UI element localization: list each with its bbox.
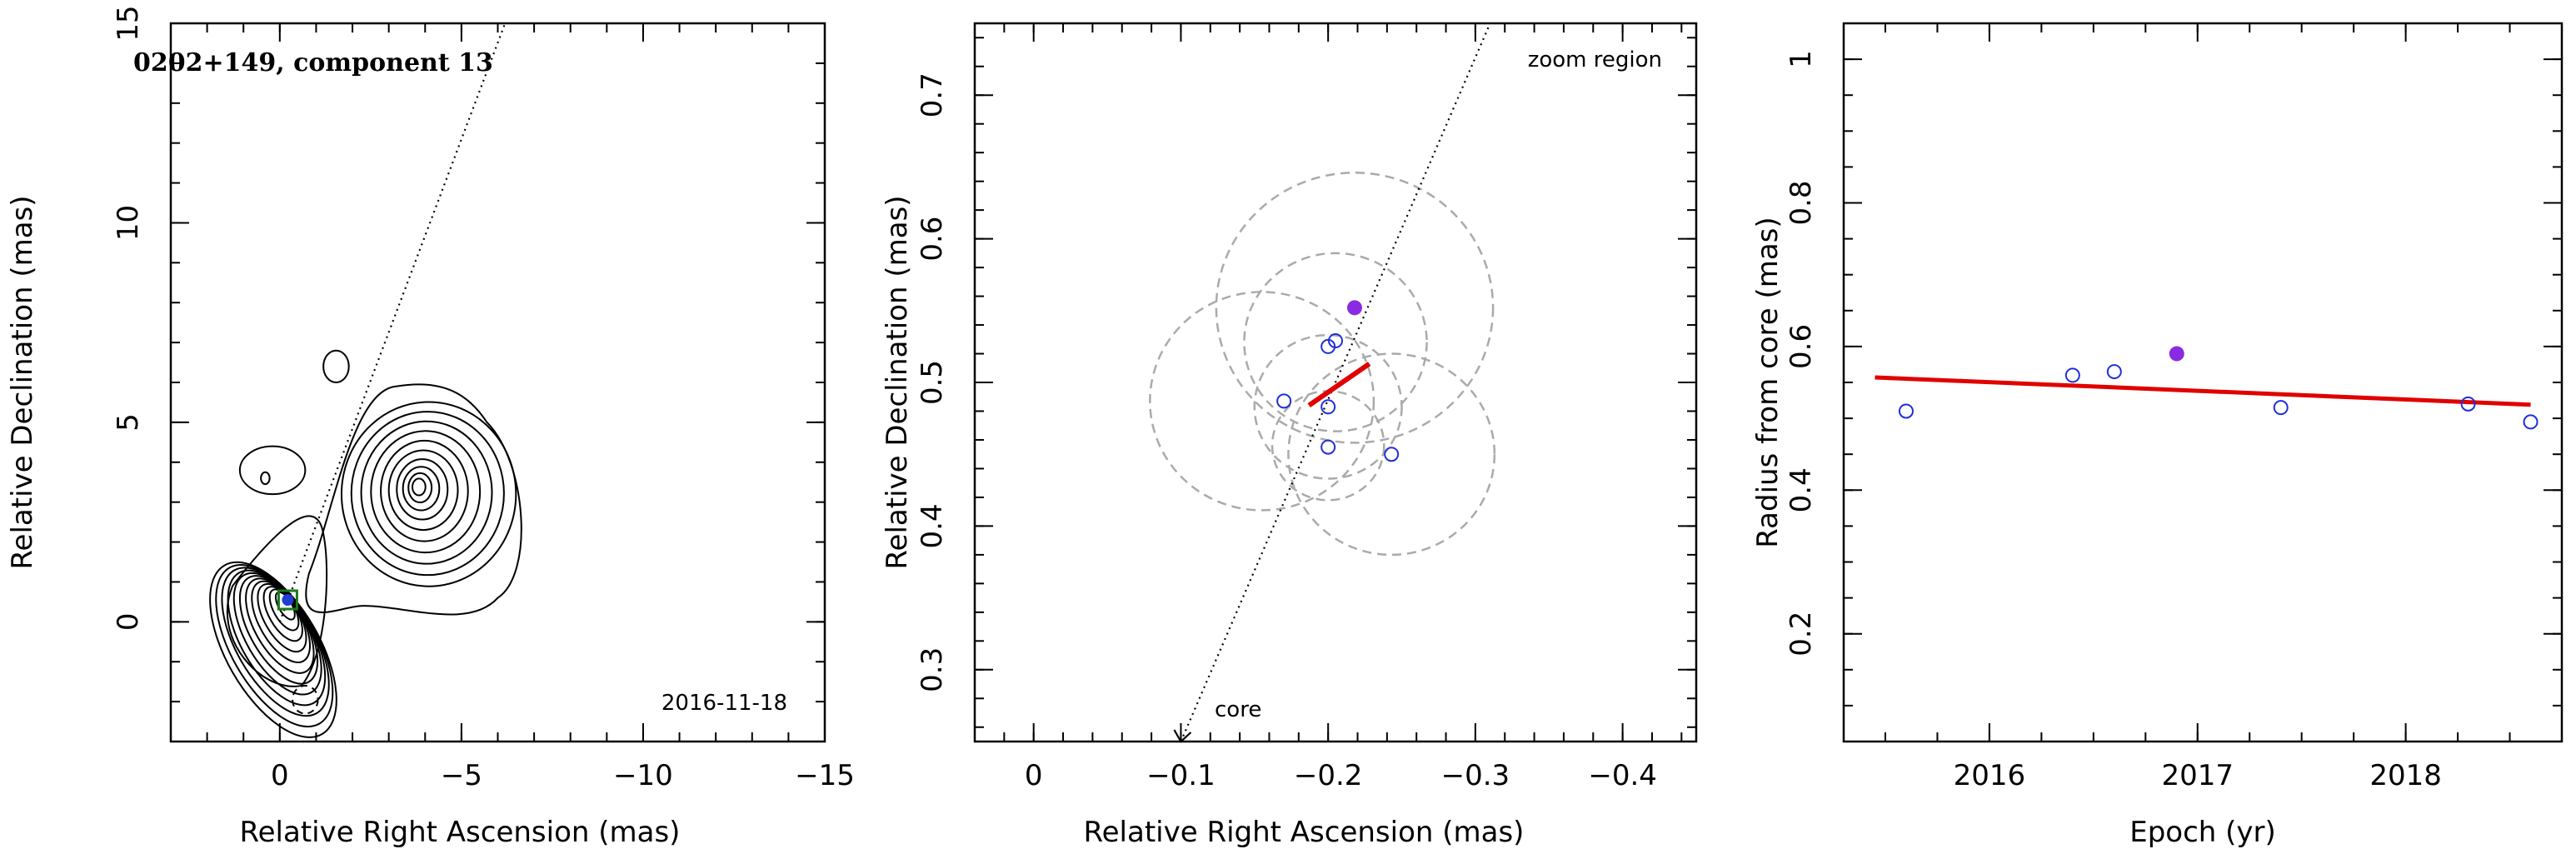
y-tick-label: 0.2 — [1785, 612, 1818, 657]
contour-content — [209, 23, 522, 738]
y-tick-label: 15 — [112, 5, 145, 41]
data-point — [1898, 403, 1914, 419]
island-contour — [322, 349, 350, 384]
zoom-content — [1149, 22, 1496, 743]
jet-blob-contour — [402, 466, 441, 512]
fit-line — [1875, 375, 2531, 407]
x-tick-label: 2017 — [2161, 759, 2234, 792]
error-circle — [1243, 252, 1428, 432]
zoom-region-box — [277, 589, 298, 611]
radius-content — [1875, 346, 2539, 430]
core-arrowhead — [1173, 729, 1192, 743]
core-envelope-contour — [227, 515, 328, 687]
y-tick-label: 0.8 — [1785, 180, 1818, 225]
current-epoch-point — [1346, 300, 1362, 316]
x-tick-label: 2016 — [1954, 759, 2026, 792]
tick-labels: 0 −5 −10 −15 0 5 10 15 — [112, 5, 855, 792]
y-tick-label: 0.4 — [916, 503, 949, 548]
y-tick-label: 0.3 — [916, 647, 949, 692]
data-point — [1276, 393, 1292, 409]
data-point — [1384, 447, 1400, 462]
island-contour — [238, 445, 307, 496]
map-title: 0202+149, component 13 — [133, 48, 493, 77]
x-tick-label: 0 — [1025, 759, 1043, 792]
trajectory-line — [278, 23, 507, 622]
y-tick-label: 0 — [112, 613, 145, 632]
x-tick-label: −0.2 — [1294, 759, 1363, 792]
y-tick-label: 10 — [112, 205, 145, 241]
core-contour — [215, 564, 334, 728]
tick-labels: 0 −0.1 −0.2 −0.3 −0.4 0.3 0.4 0.5 0.6 0.7 — [916, 72, 1657, 792]
plot-frame — [169, 22, 826, 743]
tick-labels: 2016 2017 2018 0.2 0.4 0.6 0.8 1 — [1785, 50, 2442, 792]
y-tick-label: 0.4 — [1785, 467, 1818, 512]
error-circle — [1149, 291, 1375, 512]
y-tick-label: 0.6 — [916, 217, 949, 262]
jet-blob-contour — [380, 439, 469, 542]
core-contour — [209, 561, 337, 738]
data-point — [1320, 399, 1336, 415]
data-point — [1320, 439, 1336, 455]
y-tick-label: 0.6 — [1785, 324, 1818, 369]
error-circle — [1215, 172, 1495, 444]
error-circle — [1287, 352, 1496, 557]
jet-blob-contour — [412, 477, 427, 497]
y-tick-label: 0.7 — [916, 72, 949, 117]
negative-contour — [292, 684, 319, 715]
error-circle — [1253, 333, 1403, 480]
y-axis-title: Relative Declination (mas) — [881, 195, 914, 569]
y-tick-label: 1 — [1785, 50, 1818, 68]
jet-blob-contour — [387, 449, 459, 532]
core-contour — [221, 567, 330, 717]
y-axis-title: Radius from core (mas) — [1751, 217, 1785, 547]
jet-blob-contour — [350, 411, 505, 577]
current-epoch-point — [2169, 346, 2184, 362]
tick-marks — [1844, 22, 2563, 742]
data-point — [2106, 364, 2122, 380]
jet-blob-contour — [407, 472, 433, 504]
error-circle — [1271, 390, 1385, 502]
x-tick-label: −0.4 — [1588, 759, 1657, 792]
y-tick-label: 5 — [112, 413, 145, 432]
x-tick-label: −0.1 — [1146, 759, 1216, 792]
x-tick-label: −10 — [613, 759, 673, 792]
core-direction-line — [1180, 22, 1491, 742]
jet-blob-contour — [340, 401, 517, 587]
x-tick-label: −15 — [795, 759, 855, 792]
data-point — [2523, 414, 2539, 430]
island-contour — [260, 471, 271, 486]
x-tick-label: −5 — [441, 759, 482, 792]
x-axis-title: Relative Right Ascension (mas) — [240, 816, 681, 849]
fit-segment — [1307, 362, 1371, 408]
x-tick-label: −0.3 — [1441, 759, 1510, 792]
jet-blob-contour — [370, 430, 482, 554]
y-tick-label: 0.5 — [916, 360, 949, 405]
data-point — [2064, 367, 2080, 383]
y-axis-title: Relative Declination (mas) — [6, 195, 39, 569]
map-date: 2016-11-18 — [661, 691, 787, 716]
data-point — [1328, 333, 1343, 349]
x-tick-label: 0 — [271, 759, 289, 792]
data-point — [2273, 400, 2289, 416]
tick-marks — [170, 22, 826, 742]
x-axis-title: Epoch (yr) — [2129, 816, 2276, 849]
tick-marks — [974, 23, 1696, 742]
jet-envelope-contour — [305, 383, 522, 616]
component-marker — [282, 593, 294, 606]
zoom-region-label: zoom region — [1528, 47, 1662, 72]
jet-blob-contour — [396, 458, 449, 521]
x-axis-title: Relative Right Ascension (mas) — [1084, 816, 1525, 849]
jet-blob-contour — [360, 420, 493, 565]
zoom-panel: 0 −0.1 −0.2 −0.3 −0.4 0.3 0.4 0.5 0.6 0.7 zoom re… — [881, 22, 1698, 849]
data-point — [2460, 396, 2476, 412]
radius-panel: 2016 2017 2018 0.2 0.4 0.6 0.8 1 Epoch (yr) Rad… — [1751, 22, 2564, 849]
x-tick-label: 2018 — [2369, 759, 2442, 792]
contour-map-panel: 0 −5 −10 −15 0 5 10 15 0202+149, component 13 2… — [6, 5, 855, 849]
core-label: core — [1215, 697, 1261, 722]
